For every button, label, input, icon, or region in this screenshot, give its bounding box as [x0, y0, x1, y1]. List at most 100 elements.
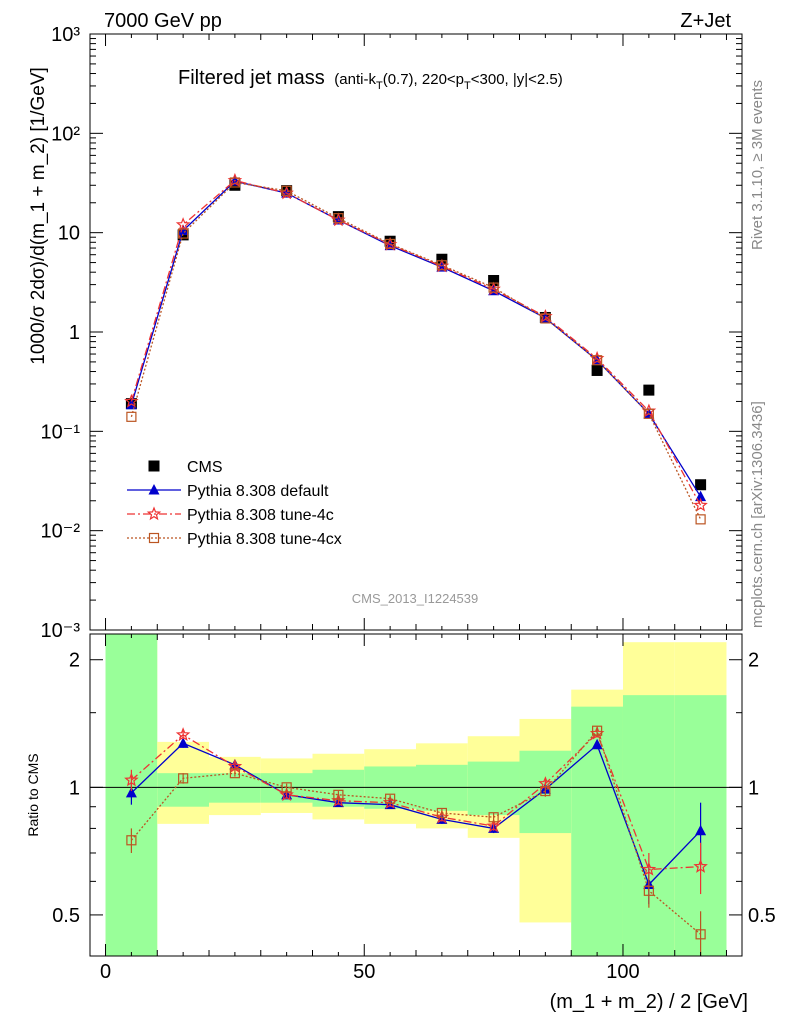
y-tick-label: 10⁻²	[41, 521, 81, 543]
y-tick-label: 1	[69, 322, 80, 344]
ratio-series-pythia-8-308-tune-4cx	[126, 725, 706, 956]
ratio-point	[126, 835, 137, 846]
data-point	[385, 238, 396, 250]
legend-label: Pythia 8.308 tune-4cx	[187, 531, 342, 548]
data-point	[695, 479, 707, 491]
data-point	[540, 313, 551, 324]
ratio-point	[695, 929, 706, 940]
ratio-point	[540, 785, 551, 797]
ratio-point	[385, 793, 396, 804]
ratio-y-tick-label: 0.5	[52, 905, 80, 927]
data-point	[643, 384, 655, 396]
legend-label: Pythia 8.308 tune-4c	[187, 507, 334, 524]
legend-entry-pythia-8-308-default: Pythia 8.308 default	[127, 483, 329, 500]
title-sub-mid: (0.7), 220<p	[383, 71, 464, 88]
data-point	[693, 497, 708, 512]
main-plot-series	[124, 172, 708, 525]
title-main: Filtered jet mass	[178, 67, 325, 89]
ratio-point	[279, 787, 294, 802]
ratio-point	[591, 738, 603, 750]
data-point	[488, 282, 499, 293]
ratio-point	[229, 768, 240, 779]
y-tick-label: 10⁻³	[41, 620, 81, 642]
plot-title: Filtered jet mass (anti-kT(0.7), 220<pT<…	[178, 67, 563, 92]
y-tick-label: 10²	[51, 123, 80, 145]
legend-label: CMS	[187, 459, 223, 476]
ratio-point	[333, 789, 344, 800]
rivet-label: Rivet 3.1.10, ≥ 3M events	[749, 80, 766, 250]
ratio-y-tick-label: 2	[69, 650, 80, 672]
series-pythia-8-308-tune-4cx	[126, 177, 706, 525]
ratio-y-axis-label: Ratio to CMS	[25, 753, 41, 836]
legend-marker	[146, 506, 162, 521]
x-tick-label: 50	[353, 961, 375, 983]
y-tick-label: 10⁻¹	[41, 421, 81, 443]
title-sub-k-index: T	[376, 80, 383, 92]
analysis-watermark: CMS_2013_I1224539	[352, 591, 479, 606]
legend: CMS Pythia 8.308 default Pythia 8.308 tune…	[127, 459, 342, 548]
series-cms	[125, 179, 707, 491]
series-line	[130, 179, 702, 506]
x-axis-label: (m_1 + m_2) / 2 [GeV]	[550, 991, 748, 1013]
ratio-point	[125, 786, 137, 798]
green-band-bin	[416, 764, 468, 811]
y-tick-label: 10³	[51, 24, 80, 46]
legend-entry-pythia-8-308-tune-4c: Pythia 8.308 tune-4c	[127, 506, 334, 524]
data-point	[695, 514, 706, 525]
y-tick-label: 10	[58, 223, 80, 245]
ratio-point	[643, 885, 654, 896]
ratio-point	[281, 782, 292, 793]
axes: 0 50 100 10⁻³ 10⁻² 10⁻¹ 1 10 10² 10³ 0.5 0.5 1 1 2 2	[41, 24, 776, 983]
header-right: Z+Jet	[680, 10, 731, 32]
x-tick-label: 0	[100, 961, 111, 983]
x-tick-label: 100	[606, 961, 639, 983]
data-point	[178, 228, 189, 239]
mcplots-label: mcplots.cern.ch [arXiv:1306.3436]	[749, 401, 766, 628]
ratio-point	[175, 727, 191, 742]
data-point	[591, 364, 603, 376]
series-pythia-8-308-default	[125, 175, 707, 502]
ratio-point	[177, 737, 189, 748]
ratio-series-line	[130, 729, 702, 935]
ratio-plot-series	[124, 725, 708, 956]
ratio-point	[124, 772, 139, 787]
ratio-y-tick-label-right: 0.5	[748, 905, 776, 927]
legend-marker	[148, 484, 160, 495]
data-point	[643, 408, 654, 419]
ratio-y-tick-label-right: 1	[748, 777, 759, 799]
ratio-point	[488, 812, 499, 823]
ratio-y-tick-label-right: 2	[748, 650, 759, 672]
legend-marker	[148, 532, 160, 544]
series-line	[130, 180, 702, 498]
data-point	[175, 217, 191, 232]
ratio-point	[486, 818, 501, 833]
legend-label: Pythia 8.308 default	[187, 483, 329, 500]
data-point	[592, 355, 603, 366]
title-sub-prefix: (anti-k	[334, 71, 376, 88]
ratio-point	[436, 807, 447, 819]
data-point	[488, 274, 500, 286]
data-point	[229, 177, 240, 188]
ratio-point	[695, 824, 707, 836]
ratio-point	[178, 773, 189, 784]
ratio-point	[693, 858, 708, 873]
header-left: 7000 GeV pp	[104, 10, 222, 32]
data-point	[695, 490, 707, 502]
data-point	[436, 260, 447, 271]
ratio-y-tick-label: 1	[69, 777, 80, 799]
title-sub-suffix: <300, |y|<2.5)	[471, 71, 563, 88]
legend-entry-pythia-8-308-tune-4cx: Pythia 8.308 tune-4cx	[127, 531, 342, 548]
legend-entry-cms: CMS	[148, 459, 223, 476]
green-band-bin	[467, 761, 520, 816]
ratio-uncertainty-bands	[105, 634, 727, 956]
data-point	[333, 213, 344, 224]
green-band-bin	[622, 695, 675, 956]
main-y-axis-label: 1000/σ 2dσ)/d(m_1 + m_2) [1/GeV]	[28, 67, 49, 365]
data-point	[126, 411, 137, 422]
legend-marker	[148, 460, 160, 472]
ratio-point	[592, 725, 603, 736]
data-point	[281, 185, 292, 196]
ratio-point	[641, 861, 657, 876]
